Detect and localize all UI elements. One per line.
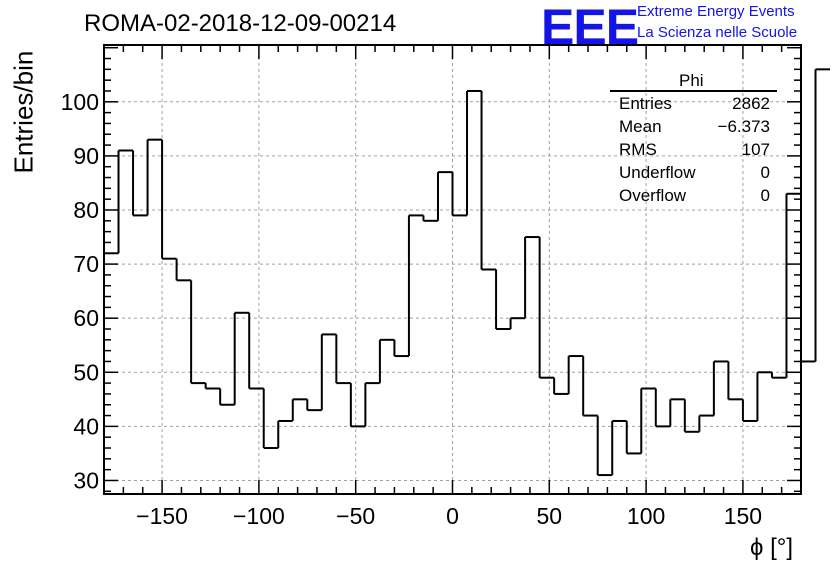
y-tick-label: 60 <box>73 305 99 331</box>
stats-box-title: Phi <box>679 71 704 90</box>
y-tick-label: 50 <box>73 359 99 385</box>
y-tick-label: 80 <box>73 197 99 223</box>
x-tick-label: 50 <box>537 503 563 529</box>
stat-label-mean: Mean <box>619 117 662 136</box>
stat-value-rms: 107 <box>741 140 770 159</box>
stat-value-overflow: 0 <box>760 186 770 205</box>
stat-value-underflow: 0 <box>760 163 770 182</box>
stat-label-overflow: Overflow <box>619 186 687 205</box>
x-tick-label: −100 <box>233 503 285 529</box>
x-tick-label: 100 <box>627 503 665 529</box>
x-tick-label: −150 <box>136 503 188 529</box>
stat-value-mean: −6.373 <box>717 117 770 136</box>
logo-line-1: Extreme Energy Events <box>637 3 795 20</box>
y-tick-label: 100 <box>61 89 99 115</box>
y-tick-label: 30 <box>73 467 99 493</box>
run-title: ROMA-02-2018-12-09-00214 <box>84 10 397 37</box>
axis-ticks <box>103 45 802 494</box>
x-axis-label: ϕ [°] <box>750 534 794 561</box>
stat-value-entries: 2862 <box>732 94 770 113</box>
y-tick-label: 40 <box>73 413 99 439</box>
y-tick-label: 90 <box>73 143 99 169</box>
logo-line-2: La Scienza nelle Scuole <box>637 24 798 41</box>
stat-label-underflow: Underflow <box>619 163 696 182</box>
x-tick-label: 150 <box>724 503 762 529</box>
x-tick-label: −50 <box>336 503 375 529</box>
eee-logo: EEE <box>541 0 639 55</box>
tick-labels: −150 −100 −50 0 50 100 150 30 40 50 60 70 80 90 100 <box>61 89 762 529</box>
x-tick-label: 0 <box>446 503 459 529</box>
plot-frame <box>103 44 802 495</box>
stat-label-rms: RMS <box>619 140 657 159</box>
grid-lines <box>104 45 801 494</box>
stat-label-entries: Entries <box>619 94 672 113</box>
y-axis-label: Entries/bin <box>8 50 39 174</box>
y-tick-label: 70 <box>73 251 99 277</box>
